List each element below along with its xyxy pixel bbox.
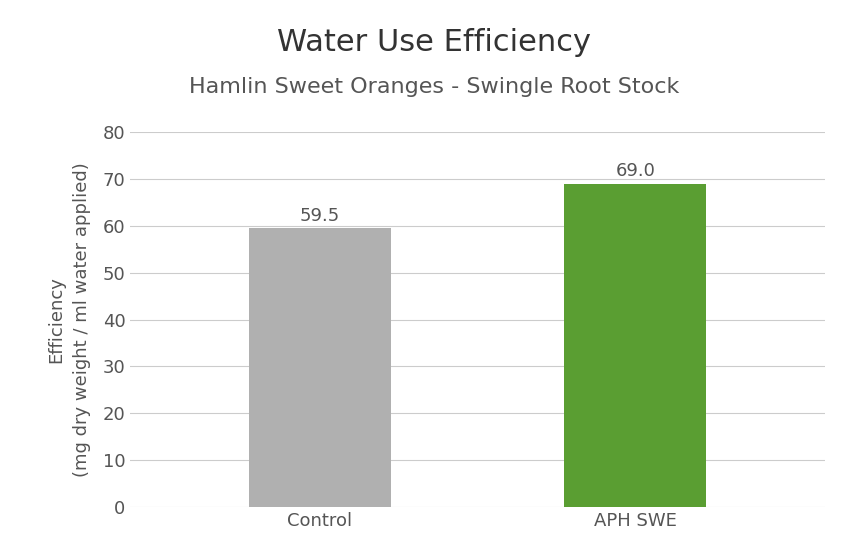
Text: 59.5: 59.5 bbox=[299, 207, 339, 224]
Text: 69.0: 69.0 bbox=[615, 162, 655, 180]
Text: Water Use Efficiency: Water Use Efficiency bbox=[277, 28, 591, 57]
Text: Hamlin Sweet Oranges - Swingle Root Stock: Hamlin Sweet Oranges - Swingle Root Stoc… bbox=[189, 77, 679, 97]
Bar bbox=[248, 228, 391, 507]
Bar bbox=[564, 184, 707, 507]
Y-axis label: Efficiency
(mg dry weight / ml water applied): Efficiency (mg dry weight / ml water app… bbox=[47, 162, 91, 477]
